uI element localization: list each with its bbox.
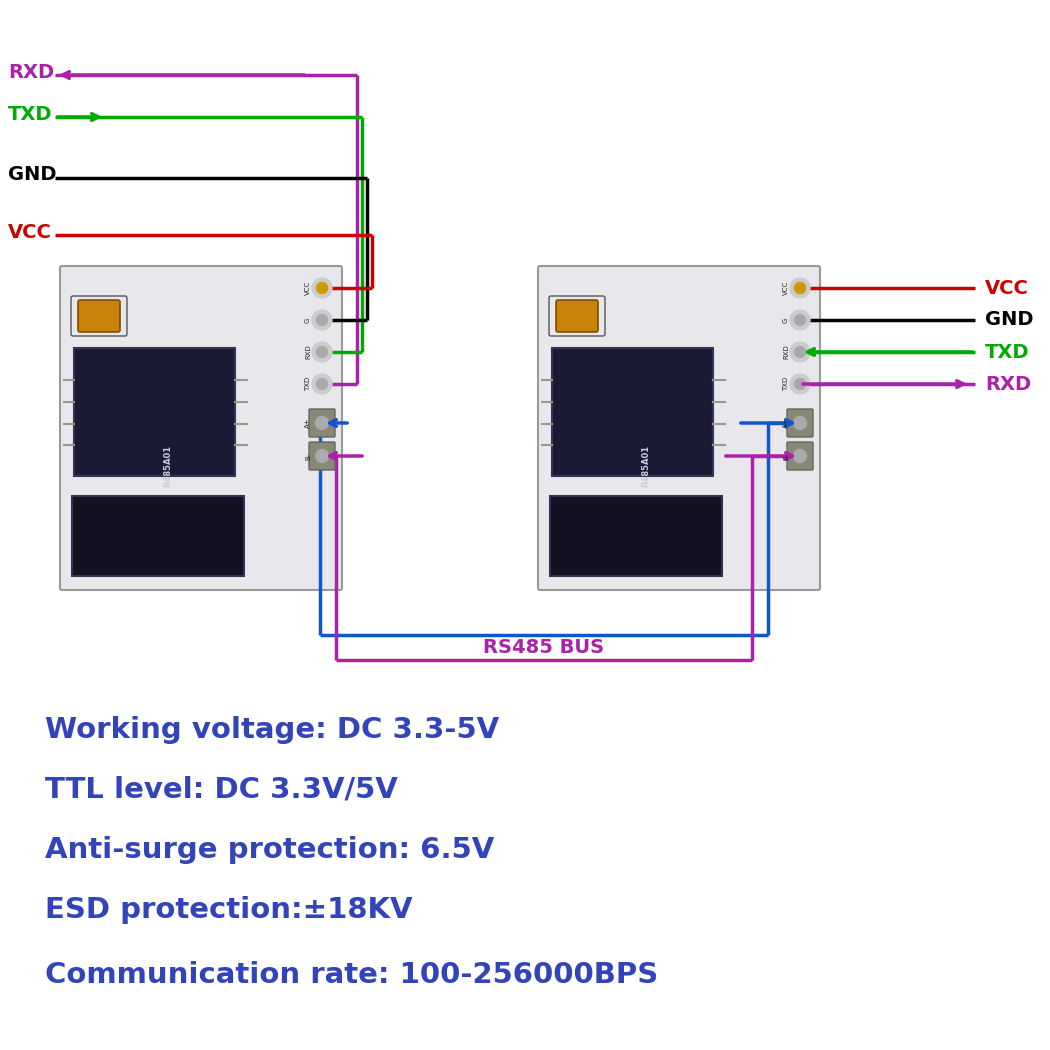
Text: Working voltage: DC 3.3-5V: Working voltage: DC 3.3-5V <box>45 716 499 744</box>
Text: RXD: RXD <box>783 344 789 359</box>
Text: A+: A+ <box>783 418 789 428</box>
FancyBboxPatch shape <box>556 300 598 332</box>
Text: GND: GND <box>985 311 1033 330</box>
Circle shape <box>795 282 805 294</box>
Text: TXD: TXD <box>985 342 1029 361</box>
Bar <box>550 496 722 576</box>
Text: G: G <box>304 317 311 322</box>
Text: GND: GND <box>8 166 57 185</box>
FancyBboxPatch shape <box>788 442 813 470</box>
FancyBboxPatch shape <box>309 442 335 470</box>
FancyBboxPatch shape <box>788 410 813 437</box>
Circle shape <box>316 282 328 294</box>
Text: TXD: TXD <box>783 377 789 392</box>
Text: TXD: TXD <box>8 105 52 124</box>
Text: RXD: RXD <box>985 375 1031 394</box>
Text: VCC: VCC <box>304 280 311 295</box>
Circle shape <box>316 315 328 326</box>
Text: G: G <box>783 317 789 322</box>
Text: TTL level: DC 3.3V/5V: TTL level: DC 3.3V/5V <box>45 776 398 804</box>
Circle shape <box>312 342 332 362</box>
Text: ESD protection:±18KV: ESD protection:±18KV <box>45 896 413 924</box>
Circle shape <box>312 374 332 394</box>
Text: Communication rate: 100-256000BPS: Communication rate: 100-256000BPS <box>45 961 658 989</box>
FancyBboxPatch shape <box>538 266 820 590</box>
Circle shape <box>795 378 805 390</box>
Circle shape <box>794 417 806 429</box>
Text: TXD: TXD <box>304 377 311 392</box>
Text: B-: B- <box>304 453 311 460</box>
Circle shape <box>795 315 805 326</box>
Circle shape <box>790 342 810 362</box>
FancyBboxPatch shape <box>60 266 342 590</box>
Circle shape <box>315 417 329 429</box>
Bar <box>552 348 713 476</box>
Circle shape <box>312 278 332 298</box>
Circle shape <box>790 278 810 298</box>
Text: A+: A+ <box>304 418 311 428</box>
Bar <box>72 496 245 576</box>
Circle shape <box>316 378 328 390</box>
Text: RXD: RXD <box>304 344 311 359</box>
Bar <box>74 348 235 476</box>
Text: VCC: VCC <box>985 278 1029 297</box>
Circle shape <box>312 310 332 330</box>
Text: B-: B- <box>783 453 789 460</box>
Text: VCC: VCC <box>8 223 51 242</box>
FancyBboxPatch shape <box>309 410 335 437</box>
Text: VCC: VCC <box>783 280 789 295</box>
FancyBboxPatch shape <box>78 300 120 332</box>
Circle shape <box>795 346 805 357</box>
Text: RXD: RXD <box>8 63 55 82</box>
Circle shape <box>790 374 810 394</box>
Circle shape <box>315 449 329 462</box>
Text: Anti-surge protection: 6.5V: Anti-surge protection: 6.5V <box>45 836 495 864</box>
Text: RS485 BUS: RS485 BUS <box>483 638 605 657</box>
Text: R485A01: R485A01 <box>163 445 172 487</box>
Text: R485A01: R485A01 <box>642 445 650 487</box>
Circle shape <box>790 310 810 330</box>
Circle shape <box>794 449 806 462</box>
Circle shape <box>316 346 328 357</box>
